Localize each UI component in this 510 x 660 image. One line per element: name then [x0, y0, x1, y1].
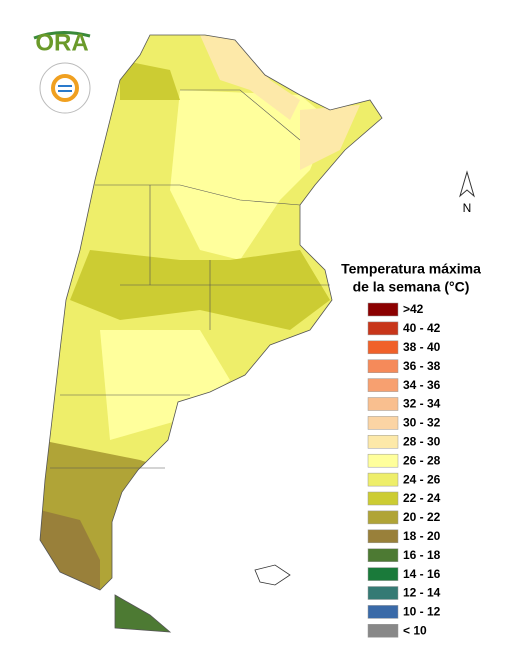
legend: Temperatura máxima de la semana (°C) >42… [341, 261, 481, 638]
legend-label: 20 - 22 [403, 510, 441, 524]
legend-label: 26 - 28 [403, 453, 441, 467]
legend-label: 38 - 40 [403, 340, 441, 354]
legend-label: >42 [403, 302, 424, 316]
legend-swatch [367, 397, 399, 411]
legend-title: de la semana (°C) [353, 279, 470, 295]
legend-label: 30 - 32 [403, 416, 441, 430]
legend-swatch [367, 321, 399, 336]
legend-label: 24 - 26 [403, 472, 441, 486]
legend-label: 34 - 36 [403, 378, 441, 392]
legend-label: 40 - 42 [403, 321, 441, 335]
legend-swatch [367, 510, 399, 525]
legend-swatch [367, 340, 399, 355]
legend-swatch [367, 567, 399, 581]
legend-label: 10 - 12 [403, 605, 441, 619]
legend-label: 18 - 20 [403, 529, 441, 543]
legend-label: 22 - 24 [403, 491, 441, 505]
legend-swatch [367, 472, 399, 487]
legend-label: < 10 [403, 623, 427, 637]
legend-swatch [367, 548, 399, 562]
legend-swatch [367, 416, 399, 430]
legend-swatch [367, 491, 399, 506]
legend-label: 36 - 38 [403, 359, 441, 373]
legend-title: Temperatura máxima [341, 261, 481, 277]
legend-swatch [367, 378, 399, 392]
legend-swatch [367, 435, 399, 449]
tierra-del-fuego [114, 594, 172, 633]
legend-swatch [367, 605, 399, 619]
legend-swatch [367, 359, 399, 373]
logo: ORA [33, 29, 91, 114]
province-borders [50, 89, 330, 469]
legend-swatch [367, 624, 399, 638]
legend-label: 32 - 34 [403, 397, 441, 411]
legend-swatch [367, 529, 399, 544]
legend-swatch [367, 586, 399, 600]
legend-swatch [367, 453, 399, 468]
legend-label: 14 - 16 [403, 567, 441, 581]
logo-text: ORA [35, 29, 88, 56]
country-outline [39, 34, 383, 591]
compass: N [459, 170, 475, 215]
legend-swatch [367, 302, 399, 317]
legend-label: 12 - 14 [403, 586, 441, 600]
legend-label: 16 - 18 [403, 548, 441, 562]
compass-label: N [463, 201, 472, 215]
islands [254, 564, 291, 586]
legend-label: 28 - 30 [403, 434, 441, 448]
